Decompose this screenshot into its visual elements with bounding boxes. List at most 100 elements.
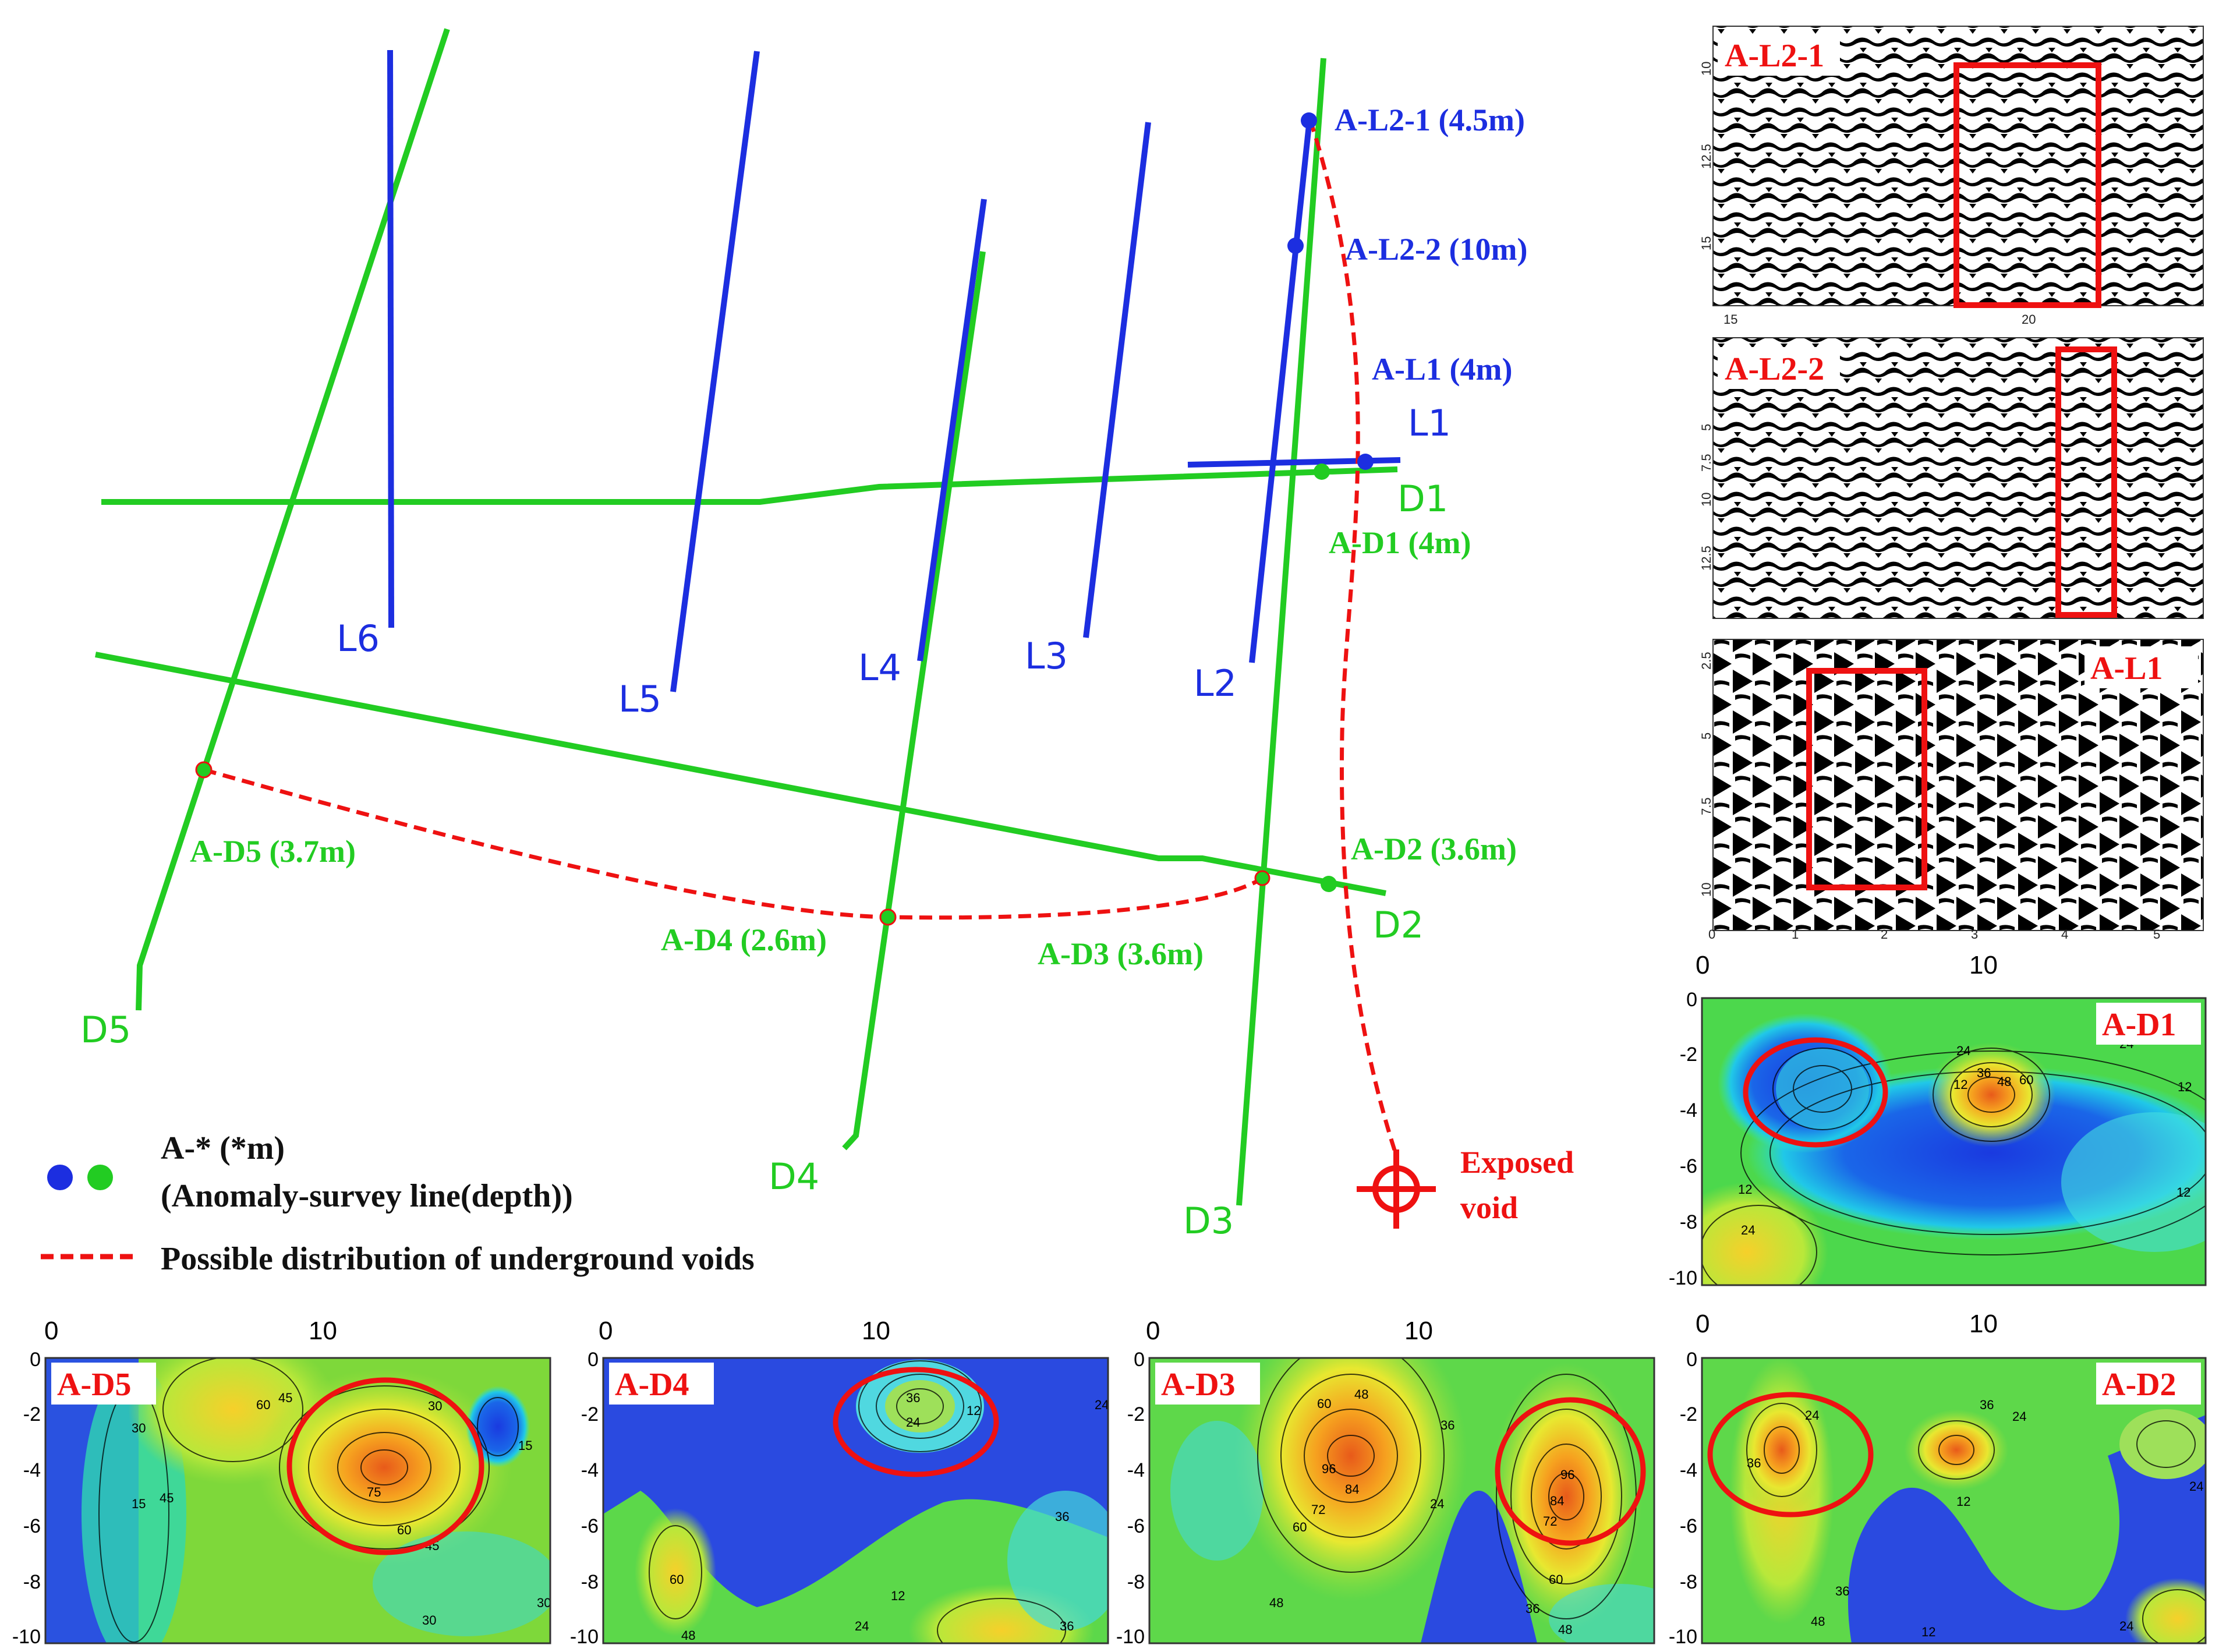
contour-label: 60	[1549, 1572, 1563, 1587]
legend: A-* (*m) (Anomaly-survey line(depth)) Po…	[41, 1130, 755, 1277]
anomaly-point-l1	[1357, 454, 1374, 470]
y-tick: 7.5	[1699, 454, 1714, 472]
survey-line-d2	[95, 652, 1386, 896]
y-tick: -4	[1127, 1459, 1145, 1481]
x-tick: 10	[309, 1317, 337, 1345]
anomaly-label-l2-1: A-L2-1 (4.5m)	[1335, 102, 1525, 137]
contour-label: 60	[397, 1523, 411, 1537]
contour-label: 24	[2189, 1479, 2203, 1494]
contour-label: 36	[906, 1391, 920, 1405]
y-tick: 10	[1699, 493, 1714, 507]
contour-label: 12	[2178, 1080, 2192, 1094]
radar-panel-l2-2: A-L2-2 5 7.5 10 12.5	[1699, 337, 2204, 619]
contour-label: 12	[1921, 1625, 1935, 1639]
contour-label: 48	[1558, 1622, 1572, 1637]
x-tick: 0	[1696, 1310, 1710, 1338]
contour-label: 60	[1293, 1520, 1307, 1534]
contour-label: 24	[906, 1415, 920, 1430]
label-l1: L1	[1408, 402, 1451, 444]
contour-label: 75	[367, 1485, 381, 1499]
contour-label: 12	[967, 1403, 981, 1418]
survey-line-l4	[917, 199, 987, 661]
contour-label: 15	[132, 1497, 146, 1511]
contour-label: 30	[428, 1399, 442, 1413]
anomaly-point-d1	[1314, 464, 1330, 480]
anomaly-point-d5	[195, 761, 213, 779]
contour-label: 45	[278, 1391, 292, 1405]
anomaly-label-d3: A-D3 (3.6m)	[1038, 936, 1204, 971]
contour-label: 72	[1311, 1502, 1325, 1517]
y-tick: 0	[1686, 989, 1697, 1011]
contour-label: 60	[670, 1572, 684, 1587]
x-tick: 0	[44, 1317, 58, 1345]
anomaly-point-d4	[879, 908, 897, 926]
contour-label: 60	[1317, 1396, 1331, 1411]
survey-map: L1 L2 L3 L4 L5 L6 D1 D2 D3 D4 D5 A-L2-1 …	[41, 28, 1574, 1277]
contour-panel-d2: 24 36 36 24 12 24 36 48 12 24 A-D2 0 10 …	[1669, 1310, 2207, 1648]
highlight-box	[1953, 62, 2101, 308]
x-tick: 4	[2061, 927, 2068, 942]
anomaly-point-l2-1	[1301, 112, 1317, 129]
contour-label: 12	[1953, 1077, 1967, 1092]
contour-label: 84	[1345, 1482, 1359, 1497]
y-tick: -8	[581, 1571, 599, 1593]
anomaly-point-d3	[1254, 870, 1270, 886]
contour-label: 60	[256, 1398, 270, 1412]
void-distribution-dashed-upper	[1308, 118, 1397, 1151]
x-tick: 1	[1792, 927, 1799, 942]
label-l3: L3	[1025, 635, 1068, 677]
contour-title-d3: A-D3	[1161, 1367, 1236, 1403]
x-tick: 10	[1969, 1310, 1998, 1338]
anomaly-label-d1: A-D1 (4m)	[1329, 525, 1471, 560]
contour-title-d4: A-D4	[615, 1367, 689, 1403]
contour-label: 24	[2012, 1409, 2026, 1424]
contour-label: 48	[681, 1628, 695, 1643]
label-d4: D4	[769, 1155, 819, 1198]
y-tick: -6	[1127, 1515, 1145, 1537]
void-distribution-dashed-lower	[203, 767, 1262, 920]
contour-label: 36	[1980, 1398, 1994, 1412]
label-l6: L6	[337, 617, 380, 660]
contour-label: 36	[1060, 1619, 1074, 1633]
contour-label: 36	[1747, 1456, 1761, 1470]
y-tick: 5	[1699, 733, 1714, 740]
y-tick: -10	[1116, 1626, 1145, 1648]
survey-line-d5	[136, 28, 450, 1011]
label-l5: L5	[618, 678, 661, 720]
y-tick: -2	[1680, 1043, 1697, 1066]
contour-label: 24	[1956, 1043, 1970, 1058]
y-tick: -6	[23, 1515, 41, 1537]
contour-label: 36	[1441, 1418, 1454, 1432]
contour-label: 24	[1430, 1497, 1444, 1511]
x-tick: 10	[1969, 951, 1998, 979]
highlight-circle	[1495, 1397, 1646, 1546]
contour-panel-d5: 60 45 30 30 15 45 75 60 45 15 30 30 A-D5…	[12, 1317, 551, 1648]
y-tick: 0	[30, 1349, 41, 1371]
highlight-circle	[833, 1367, 999, 1477]
contour-label: 30	[132, 1421, 146, 1435]
contour-label: 96	[1322, 1462, 1336, 1476]
label-d3: D3	[1183, 1200, 1234, 1242]
contour-label: 48	[1811, 1614, 1825, 1629]
highlight-circle	[286, 1377, 484, 1555]
survey-line-l3	[1083, 122, 1151, 638]
radar-title-l2-1: A-L2-1	[1725, 38, 1824, 74]
contour-label: 36	[1526, 1601, 1540, 1616]
survey-line-d4	[842, 251, 986, 1151]
contour-title-d5: A-D5	[57, 1367, 132, 1403]
x-tick: 0	[1696, 951, 1710, 979]
survey-line-l5	[670, 51, 760, 692]
x-tick: 0	[1146, 1317, 1160, 1345]
x-tick: 10	[862, 1317, 890, 1345]
contour-label: 96	[1560, 1467, 1574, 1482]
contour-label: 48	[1997, 1074, 2011, 1089]
contour-label: 24	[855, 1619, 869, 1633]
contour-label: 48	[1354, 1387, 1368, 1402]
anomaly-label-d4: A-D4 (2.6m)	[661, 922, 827, 957]
legend-green-dot-icon	[87, 1165, 113, 1190]
radar-panel-l1: A-L1 2.5 5 7.5 10 0 1 2 3 4 5	[1699, 639, 2204, 942]
contour-label: 12	[891, 1589, 905, 1603]
y-tick: -8	[1127, 1571, 1145, 1593]
y-tick: -4	[1680, 1099, 1697, 1122]
